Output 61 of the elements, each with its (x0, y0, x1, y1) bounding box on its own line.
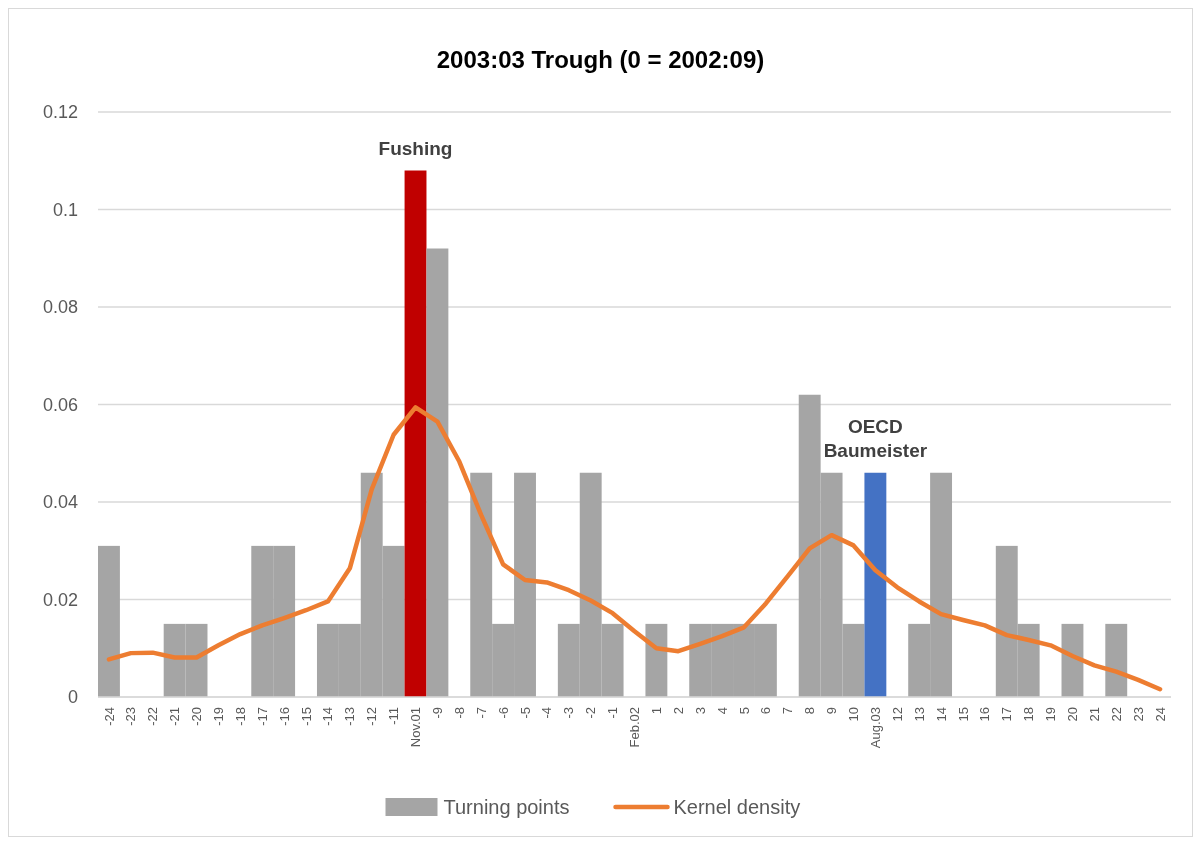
x-tick-label: 8 (802, 707, 818, 715)
x-tick-label: 13 (911, 707, 927, 722)
y-tick-label: 0.04 (42, 492, 78, 513)
x-tick-label: -19 (210, 707, 226, 726)
x-tick-label: -24 (101, 707, 117, 726)
x-tick-label: 21 (1086, 707, 1102, 722)
x-tick-label: 6 (758, 707, 774, 715)
x-tick-label: 15 (955, 707, 971, 722)
x-tick-label: Nov.01 (408, 707, 424, 748)
x-tick-label: -6 (495, 707, 511, 719)
x-tick-label: -8 (451, 707, 467, 719)
x-tick-label: 20 (1065, 707, 1081, 722)
x-tick-label: 17 (999, 707, 1015, 722)
x-tick-label: 18 (1021, 707, 1037, 722)
x-tick-label: -12 (364, 707, 380, 726)
x-tick-label: -22 (145, 707, 161, 726)
x-tick-label: -5 (517, 707, 533, 719)
x-tick-label: 1 (648, 707, 664, 715)
y-tick-label: 0 (67, 687, 78, 708)
x-tick-label: -3 (561, 707, 577, 719)
x-tick-label: Aug.03 (867, 707, 883, 749)
y-tick-label: 0.08 (42, 297, 78, 318)
x-tick-label: -7 (473, 707, 489, 719)
x-tick-label: -18 (232, 707, 248, 726)
x-tick-label: -15 (298, 707, 314, 726)
x-tick-label: -9 (429, 707, 445, 719)
y-tick-label: 0.06 (42, 394, 78, 415)
chart-title: 2003:03 Trough (0 = 2002:09) (436, 46, 765, 73)
x-tick-label: 24 (1152, 707, 1168, 722)
x-tick-label: Feb.02 (627, 707, 643, 748)
x-tick-label: 5 (736, 707, 752, 715)
x-tick-label: -23 (123, 707, 139, 726)
x-tick-label: 10 (846, 707, 862, 722)
x-tick-label: 7 (780, 707, 796, 715)
x-tick-label: 3 (692, 707, 708, 715)
legend-label: Kernel density (673, 796, 801, 818)
x-tick-label: -1 (605, 707, 621, 719)
x-tick-label: -20 (189, 707, 205, 726)
x-tick-label: 23 (1130, 707, 1146, 722)
x-tick-label: -21 (167, 707, 183, 726)
x-tick-label: 12 (889, 707, 905, 722)
x-tick-label: 9 (824, 707, 840, 715)
x-tick-label: -16 (276, 707, 292, 726)
x-tick-label: -17 (254, 707, 270, 726)
x-tick-label: 22 (1108, 707, 1124, 722)
x-tick-label: -14 (320, 707, 336, 726)
y-tick-label: 0.12 (42, 102, 78, 123)
x-tick-label: -11 (386, 707, 402, 725)
x-tick-label: 16 (977, 707, 993, 722)
x-tick-label: 2 (670, 707, 686, 715)
annotation: OECD Baumeister (823, 415, 928, 461)
x-tick-label: 4 (714, 707, 730, 715)
x-tick-label: 19 (1043, 707, 1059, 722)
x-tick-label: -13 (342, 707, 358, 726)
annotation: Fushing (378, 137, 453, 159)
x-tick-label: -4 (539, 707, 555, 719)
x-tick-label: -2 (583, 707, 599, 719)
y-tick-label: 0.02 (42, 589, 78, 610)
y-tick-label: 0.1 (52, 199, 78, 220)
x-tick-label: 14 (933, 707, 949, 722)
legend-label: Turning points (443, 796, 570, 818)
